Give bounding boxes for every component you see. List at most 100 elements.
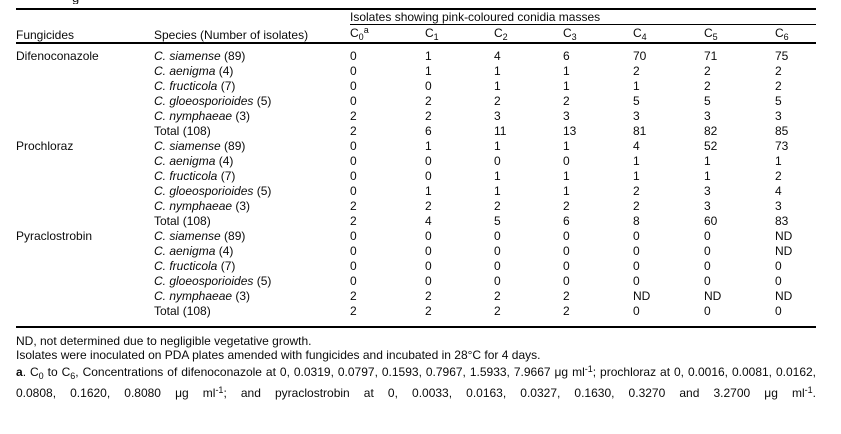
value-cell: 2 xyxy=(563,289,570,303)
value-cell: 3 xyxy=(704,184,711,198)
conc-col-header: C2 xyxy=(494,26,508,42)
value-cell: 0 xyxy=(425,274,432,288)
value-cell: 2 xyxy=(775,79,782,93)
species-cell: C. gloeosporioides (5) xyxy=(154,274,272,288)
value-cell: 4 xyxy=(425,214,432,228)
fungicide-cell xyxy=(16,199,154,214)
value-cell: 2 xyxy=(425,199,432,213)
species-cell: Total (108) xyxy=(154,124,211,138)
value-cell: 2 xyxy=(425,289,432,303)
value-cell: ND xyxy=(775,289,793,303)
value-cell: 2 xyxy=(494,304,501,318)
fungicide-cell xyxy=(16,64,154,79)
value-cell: 0 xyxy=(425,169,432,183)
table-row: C. fructicola (7) 0 0 1 1 1 2 2 xyxy=(16,79,816,94)
value-cell: 3 xyxy=(704,109,711,123)
conc-col-header: C3 xyxy=(563,26,577,42)
conc-col-header: C0a xyxy=(350,25,369,42)
value-cell: 0 xyxy=(350,64,357,78)
cropped-caption-fragment: g xyxy=(72,0,88,4)
value-cell: 0 xyxy=(704,229,711,243)
value-cell: 0 xyxy=(563,274,570,288)
value-cell: 2 xyxy=(350,199,357,213)
value-cell: 2 xyxy=(633,64,640,78)
value-cell: 3 xyxy=(704,199,711,213)
value-cell: 2 xyxy=(775,64,782,78)
footnote-nd: ND, not determined due to negligible veg… xyxy=(16,334,312,348)
value-cell: 1 xyxy=(633,154,640,168)
table-row: C. nymphaeae (3) 2 2 2 2 2 3 3 xyxy=(16,199,816,214)
value-cell: 1 xyxy=(494,139,501,153)
value-cell: 2 xyxy=(775,169,782,183)
value-cell: 2 xyxy=(494,289,501,303)
table-row: C. gloeosporioides (5) 0 2 2 2 5 5 5 xyxy=(16,94,816,109)
value-cell: 2 xyxy=(425,109,432,123)
value-cell: 2 xyxy=(350,214,357,228)
value-cell: 5 xyxy=(704,94,711,108)
value-cell: 0 xyxy=(775,259,782,273)
value-cell: 1 xyxy=(425,184,432,198)
species-cell: C. nymphaeae (3) xyxy=(154,199,251,213)
value-cell: 2 xyxy=(704,64,711,78)
fungicide-cell xyxy=(16,289,154,304)
value-cell: 1 xyxy=(633,79,640,93)
value-cell: 2 xyxy=(494,94,501,108)
value-cell: 1 xyxy=(563,184,570,198)
value-cell: 2 xyxy=(563,199,570,213)
table-header: Fungicides Species (Number of isolates) … xyxy=(16,9,816,43)
species-cell: C. fructicola (7) xyxy=(154,79,236,93)
value-cell: 6 xyxy=(563,214,570,228)
value-cell: 2 xyxy=(350,124,357,138)
fungicide-cell xyxy=(16,184,154,199)
species-cell: C. aenigma (4) xyxy=(154,244,234,258)
table-row: Pyraclostrobin C. siamense (89) 0 0 0 0 0 0 ND xyxy=(16,229,816,244)
footnote-incubation: Isolates were inoculated on PDA plates a… xyxy=(16,348,541,362)
value-cell: 0 xyxy=(350,79,357,93)
value-cell: 0 xyxy=(563,229,570,243)
value-cell: 0 xyxy=(704,304,711,318)
fungicide-cell xyxy=(16,244,154,259)
value-cell: 3 xyxy=(775,199,782,213)
value-cell: 0 xyxy=(425,79,432,93)
species-cell: C. nymphaeae (3) xyxy=(154,109,251,123)
value-cell: 81 xyxy=(633,124,647,138)
value-cell: 60 xyxy=(704,214,718,228)
value-cell: 0 xyxy=(704,244,711,258)
table-row: C. aenigma (4) 0 0 0 0 1 1 1 xyxy=(16,154,816,169)
value-cell: 4 xyxy=(775,184,782,198)
fungicide-cell xyxy=(16,259,154,274)
fungicide-cell xyxy=(16,124,154,139)
value-cell: 2 xyxy=(633,199,640,213)
value-cell: 3 xyxy=(563,109,570,123)
fungicide-cell xyxy=(16,169,154,184)
value-cell: 0 xyxy=(350,229,357,243)
value-cell: 1 xyxy=(704,154,711,168)
fungicide-cell xyxy=(16,79,154,94)
species-cell: C. aenigma (4) xyxy=(154,64,234,78)
value-cell: ND xyxy=(775,244,793,258)
fungicide-cell: Pyraclostrobin xyxy=(16,229,93,243)
value-cell: 4 xyxy=(494,49,501,63)
table-row: Total (108) 2 6 11 13 81 82 85 xyxy=(16,124,816,139)
fungicide-cell xyxy=(16,94,154,109)
value-cell: 6 xyxy=(563,49,570,63)
value-cell: 0 xyxy=(775,304,782,318)
value-cell: 0 xyxy=(425,154,432,168)
value-cell: 1 xyxy=(704,169,711,183)
value-cell: 1 xyxy=(563,139,570,153)
value-cell: 2 xyxy=(350,304,357,318)
value-cell: 1 xyxy=(775,154,782,168)
value-cell: 2 xyxy=(350,289,357,303)
value-cell: 3 xyxy=(633,109,640,123)
value-cell: 1 xyxy=(563,79,570,93)
value-cell: 0 xyxy=(350,94,357,108)
value-cell: 2 xyxy=(633,184,640,198)
value-cell: 0 xyxy=(425,229,432,243)
value-cell: 1 xyxy=(494,184,501,198)
value-cell: 0 xyxy=(350,169,357,183)
species-cell: C. gloeosporioides (5) xyxy=(154,184,272,198)
conc-header-row: C0a C1 C2 C3 C4 C5 C6 xyxy=(16,25,816,44)
value-cell: 0 xyxy=(350,184,357,198)
value-cell: 1 xyxy=(425,139,432,153)
